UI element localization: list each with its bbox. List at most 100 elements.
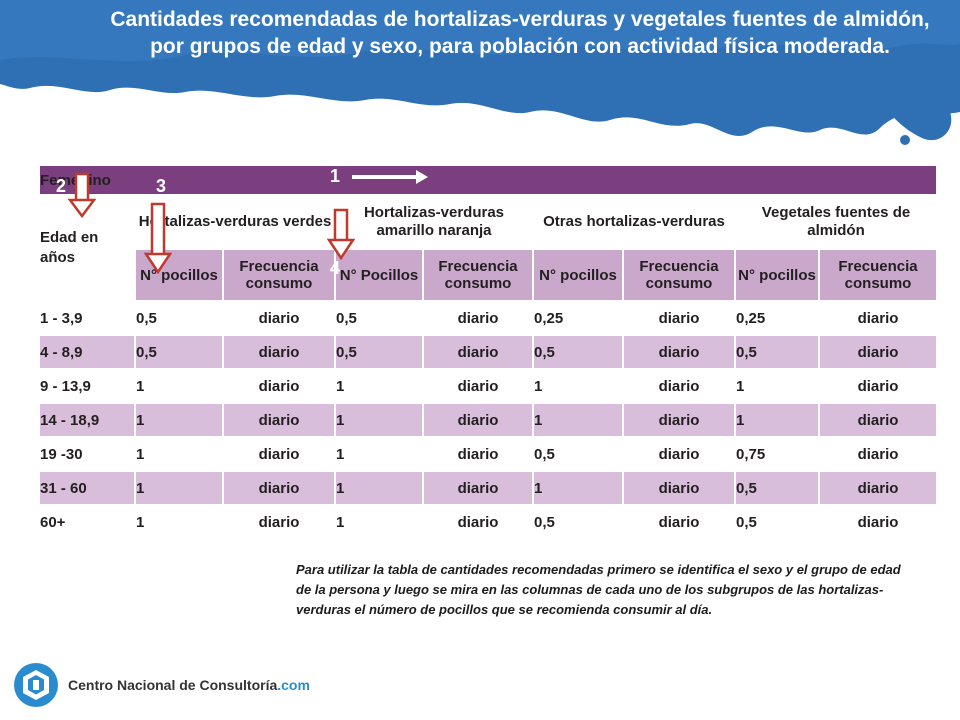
recommendation-table: Femenino Edad en años Hortalizas-verdura… xyxy=(38,164,938,540)
step-marker-3: 3 xyxy=(156,176,167,196)
header-brush-band xyxy=(0,0,960,145)
pocillos-cell: 0,5 xyxy=(532,504,624,540)
table-body: 1 - 3,9 0,5 diario 0,5 diario 0,25 diario 0,25 d… xyxy=(38,300,938,540)
pocillos-cell: 1 xyxy=(134,436,224,472)
pocillos-cell: 1 xyxy=(134,402,224,438)
age-cell: 4 - 8,9 xyxy=(38,334,136,370)
pocillos-cell: 1 xyxy=(134,470,224,506)
frecuencia-cell: diario xyxy=(818,300,938,336)
age-cell: 1 - 3,9 xyxy=(38,300,136,336)
age-cell: 19 -30 xyxy=(38,436,136,472)
group-header-otras: Otras hortalizas-verduras xyxy=(532,194,736,250)
pocillos-cell: 1 xyxy=(334,504,424,540)
step-marker-1: 1 xyxy=(330,166,341,186)
age-cell: 31 - 60 xyxy=(38,470,136,506)
arrow-down-icon xyxy=(327,208,355,260)
age-cell: 60+ xyxy=(38,504,136,540)
sub-header-frecuencia: Frecuencia consumo xyxy=(818,248,938,302)
group-header-verdes: Hortalizas-verduras verdes xyxy=(134,194,336,250)
arrow-down-icon xyxy=(68,172,96,218)
sub-header-pocillos: N° pocillos xyxy=(734,248,820,302)
table-row: 1 - 3,9 0,5 diario 0,5 diario 0,25 diario 0,25 d… xyxy=(38,300,938,336)
pocillos-cell: 1 xyxy=(134,504,224,540)
instructions-text: Para utilizar la tabla de cantidades rec… xyxy=(296,562,901,617)
pocillos-cell: 0,5 xyxy=(334,300,424,336)
pocillos-cell: 1 xyxy=(334,368,424,404)
pocillos-cell: 0,5 xyxy=(134,300,224,336)
pocillos-cell: 0,25 xyxy=(734,300,820,336)
group-header-almidon: Vegetales fuentes de almidón xyxy=(734,194,938,250)
pocillos-cell: 1 xyxy=(734,368,820,404)
frecuencia-cell: diario xyxy=(422,334,534,370)
table-row: 14 - 18,9 1 diario 1 diario 1 diario 1 diario xyxy=(38,402,938,438)
page-title: Cantidades recomendadas de hortalizas-ve… xyxy=(110,8,930,58)
pocillos-cell: 1 xyxy=(334,402,424,438)
recommendation-table-container: Femenino Edad en años Hortalizas-verdura… xyxy=(38,164,938,540)
pocillos-cell: 0,5 xyxy=(734,334,820,370)
frecuencia-cell: diario xyxy=(818,402,938,438)
pocillos-cell: 1 xyxy=(334,436,424,472)
frecuencia-cell: diario xyxy=(222,334,336,370)
frecuencia-cell: diario xyxy=(222,436,336,472)
pocillos-cell: 1 xyxy=(532,368,624,404)
frecuencia-cell: diario xyxy=(818,334,938,370)
frecuencia-cell: diario xyxy=(818,436,938,472)
frecuencia-cell: diario xyxy=(818,368,938,404)
frecuencia-cell: diario xyxy=(622,300,736,336)
table-row: 4 - 8,9 0,5 diario 0,5 diario 0,5 diario 0,5 dia… xyxy=(38,334,938,370)
frecuencia-cell: diario xyxy=(422,402,534,438)
sub-header-frecuencia: Frecuencia consumo xyxy=(222,248,336,302)
pocillos-cell: 1 xyxy=(532,402,624,438)
table-row: 9 - 13,9 1 diario 1 diario 1 diario 1 diario xyxy=(38,368,938,404)
frecuencia-cell: diario xyxy=(222,402,336,438)
frecuencia-cell: diario xyxy=(422,504,534,540)
frecuencia-cell: diario xyxy=(818,470,938,506)
pocillos-cell: 1 xyxy=(134,368,224,404)
frecuencia-cell: diario xyxy=(422,300,534,336)
table-row: 60+ 1 diario 1 diario 0,5 diario 0,5 diario xyxy=(38,504,938,540)
pocillos-cell: 0,75 xyxy=(734,436,820,472)
pocillos-cell: 0,5 xyxy=(134,334,224,370)
arrow-right-icon xyxy=(352,170,428,184)
step-marker-2: 2 xyxy=(56,176,67,196)
cnc-logo-icon xyxy=(14,663,58,707)
logo: Centro Nacional de Consultoría.com xyxy=(12,660,310,710)
frecuencia-cell: diario xyxy=(222,368,336,404)
age-cell: 9 - 13,9 xyxy=(38,368,136,404)
arrow-down-icon xyxy=(144,202,172,274)
logo-text: Centro Nacional de Consultoría.com xyxy=(68,677,310,693)
pocillos-cell: 0,5 xyxy=(734,470,820,506)
sub-header-pocillos: N° Pocillos xyxy=(334,248,424,302)
sub-header-frecuencia: Frecuencia consumo xyxy=(422,248,534,302)
frecuencia-cell: diario xyxy=(422,368,534,404)
age-column-header: Edad en años xyxy=(38,194,136,302)
pocillos-cell: 1 xyxy=(532,470,624,506)
frecuencia-cell: diario xyxy=(222,504,336,540)
age-cell: 14 - 18,9 xyxy=(38,402,136,438)
pocillos-cell: 1 xyxy=(334,470,424,506)
frecuencia-cell: diario xyxy=(622,334,736,370)
frecuencia-cell: diario xyxy=(222,300,336,336)
step-marker-4: 4 xyxy=(330,258,341,278)
frecuencia-cell: diario xyxy=(622,436,736,472)
pocillos-cell: 0,25 xyxy=(532,300,624,336)
sex-band-femenino: Femenino xyxy=(38,164,938,196)
sub-header-pocillos: N° pocillos xyxy=(532,248,624,302)
frecuencia-cell: diario xyxy=(622,504,736,540)
pocillos-cell: 0,5 xyxy=(334,334,424,370)
pocillos-cell: 0,5 xyxy=(734,504,820,540)
frecuencia-cell: diario xyxy=(818,504,938,540)
frecuencia-cell: diario xyxy=(622,402,736,438)
frecuencia-cell: diario xyxy=(422,470,534,506)
pocillos-cell: 1 xyxy=(734,402,820,438)
pocillos-cell: 0,5 xyxy=(532,436,624,472)
frecuencia-cell: diario xyxy=(222,470,336,506)
frecuencia-cell: diario xyxy=(422,436,534,472)
frecuencia-cell: diario xyxy=(622,368,736,404)
pocillos-cell: 0,5 xyxy=(532,334,624,370)
table-row: 31 - 60 1 diario 1 diario 1 diario 0,5 diario xyxy=(38,470,938,506)
table-row: 19 -30 1 diario 1 diario 0,5 diario 0,75 diario xyxy=(38,436,938,472)
frecuencia-cell: diario xyxy=(622,470,736,506)
sub-header-frecuencia: Frecuencia consumo xyxy=(622,248,736,302)
group-header-amarillo-naranja: Hortalizas-verduras amarillo naranja xyxy=(334,194,534,250)
